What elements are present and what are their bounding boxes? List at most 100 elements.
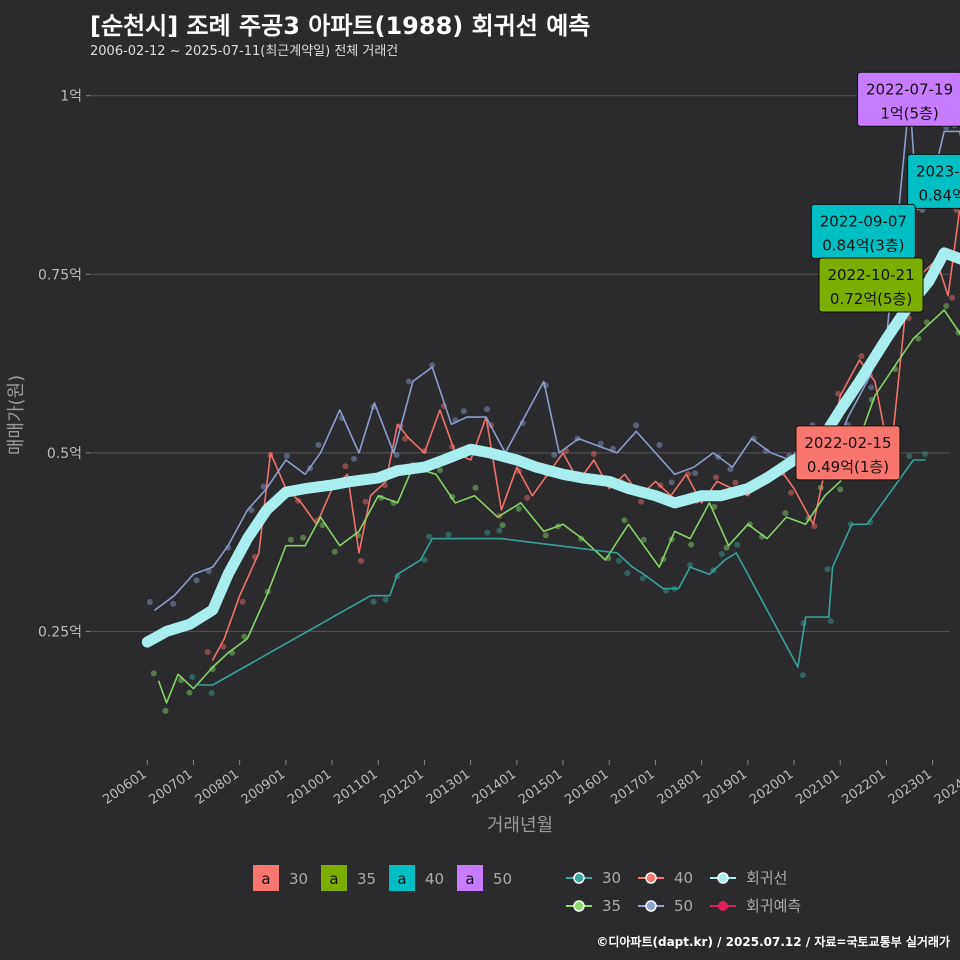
legend-line-label: 30 — [602, 869, 621, 887]
annotation-value: 0.72억(5층) — [830, 290, 912, 308]
legend-key-label: 35 — [357, 870, 376, 888]
legend-line-dot — [717, 872, 729, 884]
annotation-value: 0.49억(1층) — [807, 458, 889, 476]
scatter-point — [718, 551, 725, 557]
scatter-point — [315, 441, 322, 448]
legend-line-dot — [645, 872, 657, 884]
scatter-point — [162, 707, 169, 714]
scatter-point — [358, 557, 364, 564]
footer-credit: ©디아파트(dapt.kr) / 2025.07.12 / 자료=국토교통부 실… — [596, 935, 950, 949]
scatter-point — [597, 440, 604, 447]
scatter-point — [711, 503, 718, 510]
annotations: 2022-07-19 1억(5층) 2023-08-25 0.84억(1층) 2022-… — [795, 71, 960, 481]
x-tick-label: 202401 — [932, 767, 960, 808]
scatter-point — [362, 498, 369, 505]
scatter-point — [499, 522, 506, 529]
scatter-point — [615, 557, 622, 564]
scatter-point — [858, 353, 865, 359]
scatter-point — [331, 548, 338, 555]
legend-key-box — [321, 865, 347, 891]
scatter-point — [799, 672, 806, 679]
x-tick-label: 201101 — [331, 767, 380, 808]
scatter-point — [949, 294, 956, 301]
x-tick-label: 201401 — [470, 767, 519, 808]
scatter-point — [782, 510, 789, 517]
scatter-point — [732, 479, 739, 486]
scatter-point — [915, 335, 922, 342]
x-tick-label: 201601 — [562, 767, 611, 808]
y-tick-label: 0.75억 — [38, 267, 82, 283]
legend-line-dot — [573, 872, 585, 884]
legend-key-glyph: a — [329, 870, 338, 888]
scatter-point — [868, 384, 875, 391]
chart-title: [순천시] 조례 주공3 아파트(1988) 회귀선 예측 — [90, 12, 591, 40]
scatter-point — [496, 527, 503, 534]
series-line-40 — [196, 459, 926, 686]
annotation-box — [857, 71, 960, 127]
annotation-value: 1억(5층) — [880, 104, 938, 122]
scatter-point — [260, 483, 267, 490]
x-tick-label: 201301 — [424, 767, 473, 808]
legend-key-box — [389, 865, 415, 891]
scatter-point — [713, 474, 720, 481]
chart-subtitle: 2006-02-12 ~ 2025-07-11(최근계약일) 전체 거래건 — [90, 44, 399, 59]
legend-key-label: 40 — [425, 870, 444, 888]
scatter-point — [208, 690, 215, 696]
y-tick-label: 1억 — [60, 89, 82, 105]
x-tick-label: 202101 — [793, 767, 842, 808]
annotation-value: 0.84억(3층) — [822, 236, 904, 254]
x-tick-label: 201001 — [285, 767, 334, 808]
x-tick-label: 200601 — [100, 767, 149, 808]
legend-line-dot — [645, 900, 657, 912]
scatter-point — [193, 577, 200, 584]
scatter-point — [688, 541, 695, 548]
legend-key-label: 50 — [493, 870, 512, 888]
x-tick-label: 202301 — [886, 767, 935, 808]
scatter-point — [847, 521, 854, 528]
scatter-point — [542, 532, 549, 539]
scatter-point — [621, 517, 628, 524]
scatter-point — [943, 303, 950, 309]
legend-key-glyph: a — [397, 870, 406, 888]
scatter-point — [342, 463, 349, 470]
x-axis-ticks: 2006012007012008012009012010012011012012… — [100, 760, 960, 808]
scatter-point — [837, 486, 844, 493]
scatter-point — [639, 575, 646, 582]
scatter-point — [204, 649, 211, 655]
x-tick-label: 200701 — [146, 767, 195, 808]
legend-key-label: 30 — [289, 870, 308, 888]
legend-line-label: 35 — [602, 897, 621, 915]
series-lines — [141, 94, 960, 704]
scatter-point — [225, 544, 232, 551]
scatter-point — [827, 618, 834, 625]
scatter-point — [150, 670, 157, 677]
scatter-point — [633, 422, 640, 429]
x-tick-label: 201201 — [377, 767, 426, 808]
scatter-point — [460, 408, 467, 415]
legend: a 30 a 35 a 40 a 50 30 40 회귀선 35 50 회귀예측 — [253, 865, 801, 915]
annotation-date: 2022-10-21 — [827, 266, 914, 284]
scatter-point — [220, 643, 227, 650]
regression-line — [141, 247, 960, 648]
scatter-point — [750, 435, 757, 442]
scatter-point — [170, 600, 177, 607]
scatter-point — [484, 406, 491, 413]
y-tick-label: 0.25억 — [38, 624, 82, 640]
legend-key-glyph: a — [465, 870, 474, 888]
y-axis-ticks: 0.25억 0.5억 0.75억 1억 — [38, 89, 90, 640]
x-tick-label: 201901 — [701, 767, 750, 808]
scatter-point — [668, 479, 675, 486]
legend-key-glyph: a — [261, 870, 270, 888]
annotation-date: 2022-07-19 — [866, 80, 953, 98]
scatter-point — [867, 519, 874, 526]
scatter-point — [239, 598, 246, 605]
scatter-point — [393, 451, 400, 458]
x-tick-label: 201501 — [516, 767, 565, 808]
scatter-point — [656, 441, 663, 448]
scatter-point — [811, 523, 818, 530]
annotation-date: 2022-02-15 — [804, 434, 891, 452]
scatter-point — [146, 599, 153, 605]
y-tick-label: 0.5억 — [47, 446, 82, 462]
legend-line-label: 회귀예측 — [746, 897, 801, 915]
